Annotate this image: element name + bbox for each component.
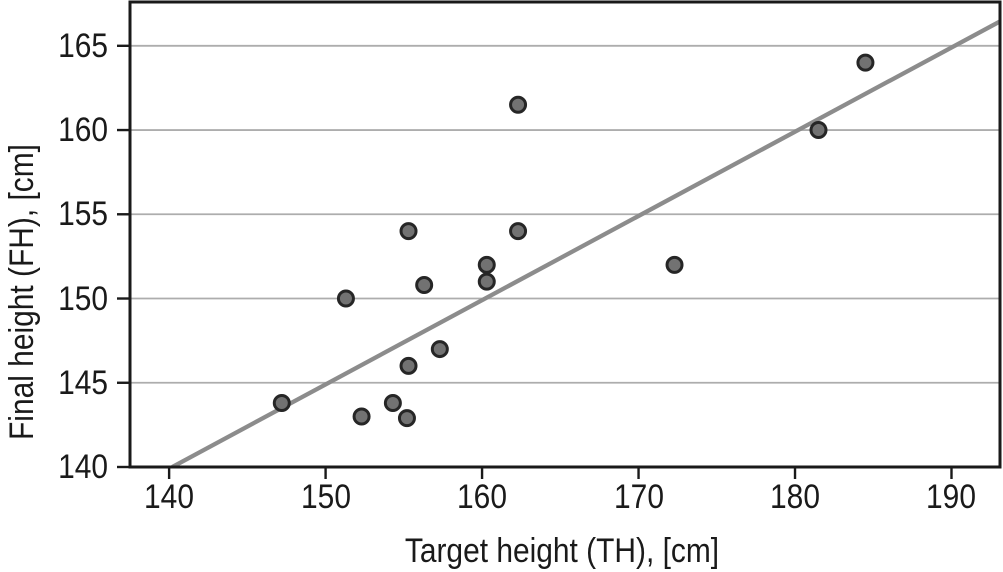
- data-point: [856, 53, 875, 72]
- data-point: [399, 356, 418, 375]
- data-point: [415, 276, 434, 295]
- data-point: [430, 340, 449, 359]
- y-tick-label: 150: [58, 279, 108, 318]
- x-tick-label: 170: [613, 478, 664, 516]
- x-tick-label: 190: [926, 478, 977, 516]
- data-point: [665, 255, 684, 274]
- data-point: [509, 95, 528, 114]
- data-point: [336, 289, 355, 308]
- data-point: [509, 222, 528, 241]
- data-point: [477, 255, 496, 274]
- x-tick-label: 160: [457, 478, 508, 516]
- data-point: [809, 121, 828, 140]
- x-axis-title: Target height (TH), [cm]: [404, 532, 720, 570]
- y-tick-label: 140: [58, 448, 108, 486]
- y-tick-label: 155: [58, 195, 108, 234]
- y-tick-label: 145: [58, 363, 108, 402]
- data-point: [272, 393, 291, 412]
- y-tick-label: 160: [58, 111, 108, 150]
- x-tick-label: 140: [144, 478, 195, 516]
- data-point: [397, 409, 416, 428]
- x-tick-label: 180: [770, 478, 820, 516]
- plot-border: [128, 0, 1002, 469]
- trend-line: [171, 19, 1000, 467]
- data-point: [383, 393, 402, 412]
- data-point: [477, 272, 496, 291]
- y-axis-title: Final height (FH), [cm]: [3, 144, 41, 440]
- y-tick-label: 165: [58, 26, 108, 65]
- x-tick-label: 150: [300, 478, 351, 516]
- data-point: [352, 407, 371, 426]
- data-point: [399, 222, 418, 241]
